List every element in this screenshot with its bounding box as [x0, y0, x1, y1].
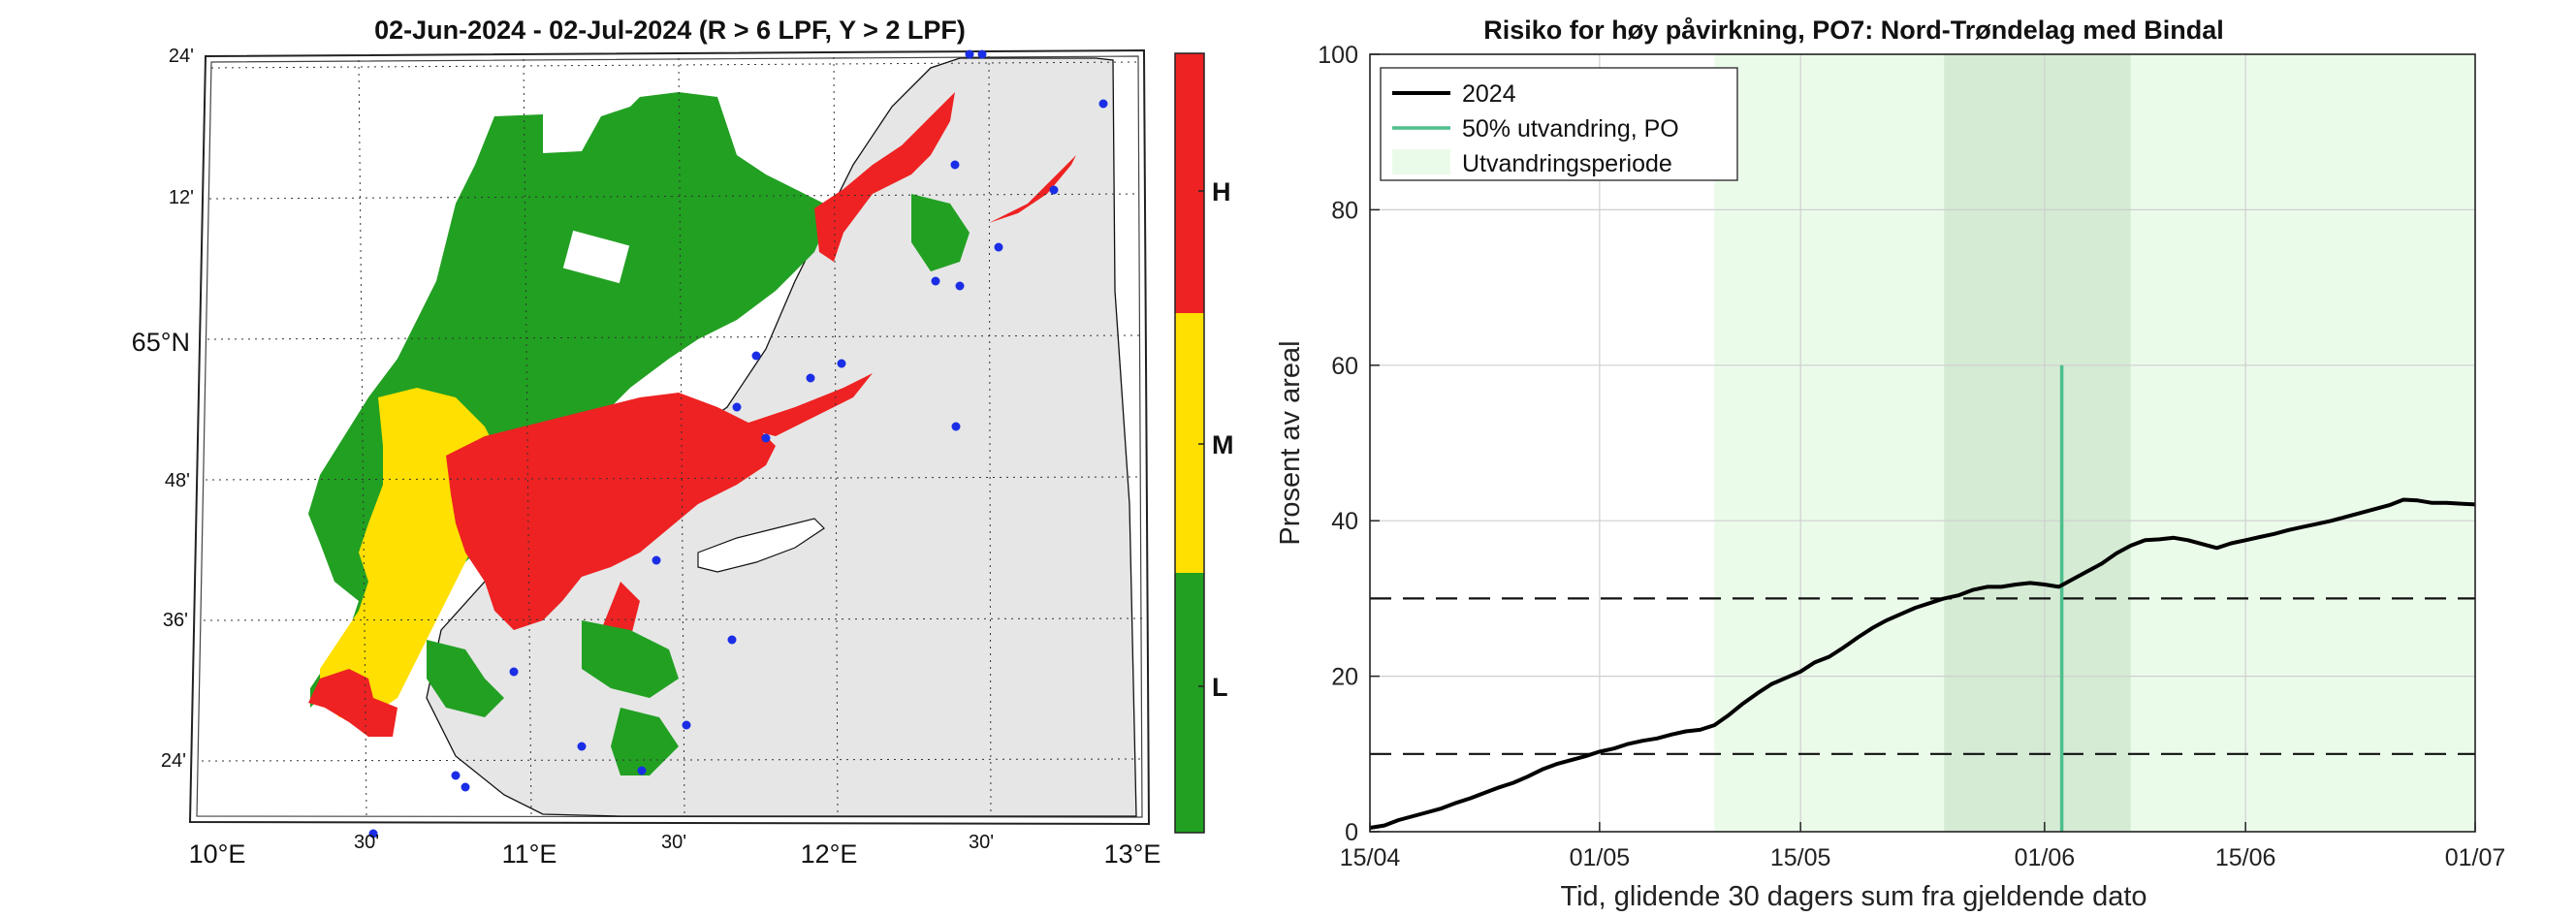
lake — [697, 518, 825, 573]
line-chart: Risiko for høy påvirkning, PO7: Nord-Trø… — [1275, 16, 2505, 912]
lat-label: 65°N — [132, 328, 190, 357]
sea-high-risk-sw — [308, 669, 398, 737]
colorbar-low — [1175, 573, 1204, 833]
x-axis-label: Tid, glidende 30 dagers sum fra gjeldend… — [1560, 881, 2147, 912]
lon-label: 12°E — [801, 839, 858, 869]
series-line-2024 — [1369, 497, 2476, 830]
y-tick-label: 80 — [1331, 197, 1358, 224]
farm-site-marker — [732, 402, 742, 412]
legend-label-50pct: 50% utvandring, PO — [1462, 115, 1679, 142]
farm-site-marker — [837, 359, 846, 368]
lon-label: 13°E — [1104, 839, 1161, 869]
farm-site-marker — [751, 351, 761, 361]
y-tick-label: 0 — [1345, 819, 1358, 846]
farm-site-marker — [368, 829, 378, 838]
chart-title: Risiko for høy påvirkning, PO7: Nord-Trø… — [1483, 16, 2224, 45]
map-title: 02-Jun-2024 - 02-Jul-2024 (R > 6 LPF, Y … — [374, 16, 966, 45]
legend-label-2024: 2024 — [1462, 80, 1516, 108]
lon-label: 30' — [661, 832, 686, 853]
lat-label: 48' — [165, 470, 190, 491]
sea-high-risk-north — [814, 92, 955, 262]
farm-site-marker — [965, 49, 974, 59]
farm-site-marker — [977, 49, 987, 59]
farm-site-marker — [951, 422, 961, 431]
colorbar-label-medium: M — [1212, 430, 1234, 459]
farm-site-marker — [727, 635, 737, 645]
farm-site-marker — [451, 771, 461, 780]
lon-label: 30' — [354, 832, 379, 853]
y-tick-label: 40 — [1331, 508, 1358, 535]
x-tick-label: 01/06 — [2015, 844, 2076, 871]
sea-low-risk-arm-1 — [582, 620, 679, 698]
farm-sites — [368, 49, 1108, 838]
farm-site-marker — [652, 555, 661, 565]
sea-low-risk-arm-2 — [427, 640, 504, 717]
island-gap — [562, 230, 630, 284]
colorbar-label-high: H — [1212, 177, 1231, 206]
migration-core-band — [1944, 54, 2131, 832]
lon-label: 30' — [969, 832, 994, 853]
lon-label: 11°E — [502, 839, 557, 869]
x-tick-label: 01/07 — [2445, 844, 2506, 871]
y-axis-ticks: 0 20 40 60 80 100 — [1318, 42, 1380, 846]
colorbar-border — [1174, 52, 1205, 834]
y-tick-label: 100 — [1318, 42, 1358, 69]
farm-site-marker — [994, 242, 1003, 252]
y-tick-label: 20 — [1331, 664, 1358, 691]
colorbar-medium — [1175, 313, 1204, 573]
sea-low-risk-arm-3 — [611, 708, 679, 775]
farm-site-marker — [806, 373, 815, 383]
lon-label: 10°E — [189, 839, 246, 869]
colorbar-label-low: L — [1212, 673, 1228, 702]
plot-frame — [1369, 53, 2476, 833]
farm-site-marker — [637, 766, 647, 775]
x-tick-label: 15/06 — [2215, 844, 2276, 871]
lat-label: 36' — [163, 610, 188, 631]
colorbar: H M L — [1174, 52, 1234, 834]
x-tick-label: 15/04 — [1340, 844, 1401, 871]
map-frame-inner — [196, 55, 1143, 818]
farm-site-marker — [577, 742, 587, 751]
sea-high-risk-main — [446, 393, 776, 630]
legend: 2024 50% utvandring, PO Utvandringsperio… — [1380, 67, 1738, 181]
lat-label: 24' — [169, 46, 194, 67]
x-tick-label: 01/05 — [1570, 844, 1631, 871]
legend-swatch-period — [1392, 149, 1450, 174]
farm-site-marker — [761, 433, 771, 443]
farm-site-marker — [461, 782, 470, 792]
farm-site-marker — [931, 276, 940, 286]
x-tick-label: 15/05 — [1770, 844, 1831, 871]
sea-low-risk-arm-4 — [911, 194, 970, 271]
legend-label-period: Utvandringsperiode — [1462, 150, 1672, 177]
farm-site-marker — [509, 667, 519, 677]
threshold-lines — [1370, 597, 2475, 755]
lat-label: 12' — [169, 187, 194, 208]
farm-site-marker — [1098, 99, 1108, 109]
farm-site-marker — [950, 160, 960, 170]
farm-site-marker — [682, 720, 691, 730]
lat-label: 24' — [161, 750, 186, 772]
map-graticule — [201, 55, 1143, 817]
sea-high-risk-branch-1 — [737, 373, 873, 436]
x-axis-ticks: 15/04 01/05 15/05 01/06 15/06 01/07 — [1340, 822, 2506, 871]
colorbar-high — [1175, 53, 1204, 313]
farm-site-marker — [955, 281, 965, 291]
grid-lines — [1370, 54, 2475, 832]
y-axis-label: Prosent av areal — [1275, 340, 1306, 545]
farm-site-marker — [1049, 185, 1059, 195]
map-panel: 02-Jun-2024 - 02-Jul-2024 (R > 6 LPF, Y … — [132, 16, 1161, 869]
y-tick-label: 60 — [1331, 353, 1358, 380]
